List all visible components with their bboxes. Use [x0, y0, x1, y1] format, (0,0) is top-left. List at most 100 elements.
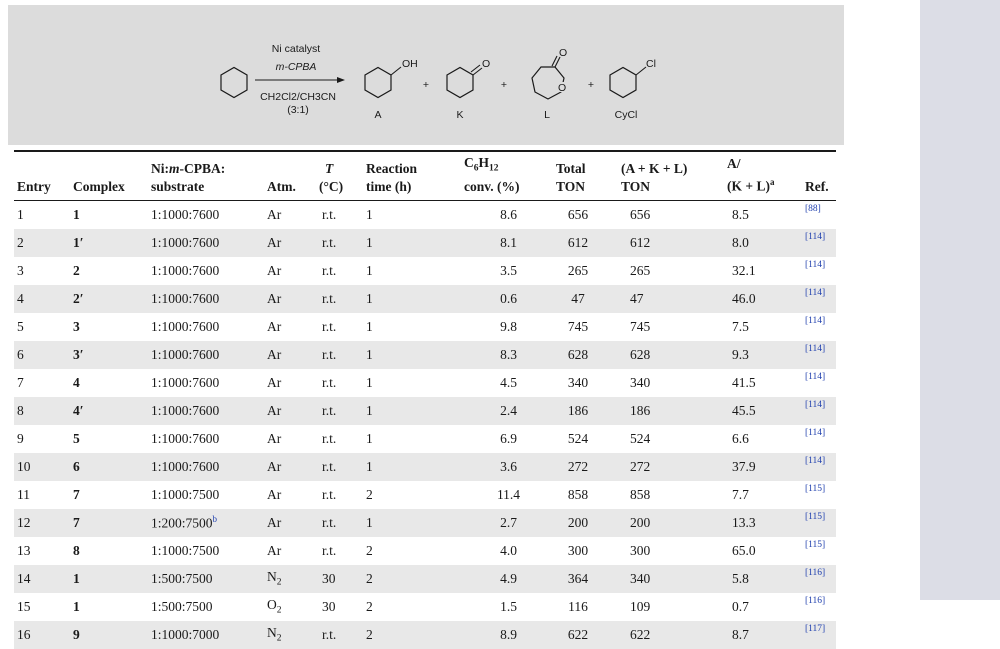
cell-atmosphere: Ar: [267, 206, 282, 222]
table-row: 2 1′ 1:1000:7600 Ar r.t. 1 8.1 612 612 8.0 [114]: [14, 228, 836, 257]
cell-ratio: 1:1000:7600: [148, 396, 264, 425]
header-atmosphere: Atm.: [267, 178, 296, 194]
cell-complex: 2′: [70, 284, 148, 313]
cell-ref[interactable]: [114]: [805, 259, 826, 270]
cyclohexanone-structure: [446, 66, 474, 99]
cell-ref[interactable]: [115]: [802, 508, 836, 537]
cell-a-kl-ratio: 7.7: [732, 486, 749, 502]
cell-entry: 9: [17, 430, 24, 446]
cell-a-kl-ratio: 32.1: [732, 262, 756, 278]
cell-conversion: 3.5: [500, 262, 517, 278]
cell-a-kl-ratio: 46.0: [724, 284, 802, 313]
cell-conversion: 3.6: [461, 452, 553, 481]
cell-ratio: 1:1000:7600: [151, 430, 220, 446]
table-row: 12 7 1:200:7500b Ar r.t. 1 2.7 200 200 13.3 [115]: [14, 508, 836, 537]
solvent-ratio: (3:1): [287, 104, 309, 116]
ketone-oxygen-label: O: [482, 58, 490, 70]
cell-a-kl-ratio: 8.0: [724, 228, 802, 257]
cell-akl-ton: 340: [630, 374, 651, 390]
cell-atmosphere: Ar: [267, 374, 282, 390]
cell-entry: 8: [14, 396, 70, 425]
cell-ref[interactable]: [117]: [802, 620, 836, 649]
cell-atmosphere: Ar: [267, 542, 282, 558]
cyclohexanol-structure: [364, 66, 392, 99]
cell-complex: 1: [70, 564, 148, 593]
cell-akl-ton: 200: [618, 508, 724, 537]
cell-ref[interactable]: [114]: [805, 371, 826, 382]
cell-ref[interactable]: [114]: [802, 452, 836, 481]
cell-reaction-time: 1: [363, 396, 461, 425]
cell-atmosphere: Ar: [267, 318, 282, 334]
cell-temperature: r.t.: [322, 486, 337, 502]
cell-conversion: 2.7: [461, 508, 553, 537]
cell-atmosphere: O2: [267, 597, 282, 617]
cell-ref[interactable]: [88]: [805, 203, 821, 214]
cell-reaction-time: 1: [363, 452, 461, 481]
cell-a-kl-ratio: 41.5: [732, 374, 756, 390]
cell-total-ton: 300: [567, 542, 589, 558]
cell-total-ton: 116: [568, 598, 588, 614]
cell-a-kl-ratio: 5.8: [724, 564, 802, 593]
cell-ratio: 1:1000:7600: [151, 206, 220, 222]
cell-akl-ton: 628: [618, 340, 724, 369]
cell-conversion: 8.6: [500, 206, 517, 222]
cell-conversion: 6.9: [500, 430, 517, 446]
cell-a-kl-ratio: 37.9: [724, 452, 802, 481]
cell-a-kl-ratio: 0.7: [732, 598, 749, 614]
cell-ref[interactable]: [116]: [805, 595, 826, 606]
cell-ref[interactable]: [115]: [805, 539, 826, 550]
cell-complex: 1′: [70, 228, 148, 257]
cell-ref[interactable]: [114]: [802, 284, 836, 313]
cell-entry: 5: [17, 318, 24, 334]
cell-akl-ton: 265: [630, 262, 651, 278]
cell-complex: 3′: [70, 340, 148, 369]
cell-temperature: 30: [322, 598, 336, 614]
header-entry: Entry: [17, 178, 51, 194]
cell-reaction-time: 2: [366, 486, 373, 502]
cell-ref[interactable]: [114]: [802, 228, 836, 257]
table-row: 3 2 1:1000:7600 Ar r.t. 1 3.5 265 265 32.1 [114]: [14, 257, 836, 285]
cell-ref[interactable]: [114]: [802, 396, 836, 425]
cell-conversion: 8.9: [461, 620, 553, 649]
cell-ratio: 1:1000:7600: [151, 262, 220, 278]
cell-complex: 7: [73, 486, 80, 502]
table-row: 6 3′ 1:1000:7600 Ar r.t. 1 8.3 628 628 9.3 [114]: [14, 340, 836, 369]
header-temperature: T (°C): [319, 160, 344, 194]
cell-complex: 1: [73, 598, 80, 614]
cell-conversion: 2.4: [461, 396, 553, 425]
cell-reaction-time: 1: [363, 508, 461, 537]
cell-akl-ton: 340: [618, 564, 724, 593]
cell-conversion: 4.9: [461, 564, 553, 593]
cell-ratio: 1:1000:7000: [148, 620, 264, 649]
cell-ref[interactable]: [114]: [805, 427, 826, 438]
cell-entry: 16: [14, 620, 70, 649]
cell-ref[interactable]: [114]: [802, 340, 836, 369]
cell-atmosphere: Ar: [264, 508, 316, 537]
solvent-label: CH2Cl2/CH3CN: [260, 91, 336, 103]
cell-complex: 9: [70, 620, 148, 649]
plus-sign: +: [501, 79, 507, 91]
cell-conversion: 8.1: [461, 228, 553, 257]
product-label-l: L: [544, 109, 550, 121]
cell-ratio: 1:1000:7600: [148, 340, 264, 369]
cell-ref[interactable]: [114]: [805, 315, 826, 326]
cell-a-kl-ratio: 8.5: [732, 206, 749, 222]
cell-ref[interactable]: [115]: [805, 483, 826, 494]
reaction-scheme: Ni catalyst m-CPBA CH2Cl2/CH3CN (3:1) OH…: [8, 5, 844, 145]
cell-atmosphere: Ar: [264, 340, 316, 369]
cell-complex: 7: [70, 508, 148, 537]
reagent-oxidant: m-CPBA: [276, 61, 317, 73]
cell-atmosphere: Ar: [264, 228, 316, 257]
cell-complex: 4: [73, 374, 80, 390]
table-row: 7 4 1:1000:7600 Ar r.t. 1 4.5 340 340 41.5 [114]: [14, 369, 836, 397]
cell-ref[interactable]: [116]: [802, 564, 836, 593]
cell-total-ton: 272: [553, 452, 618, 481]
cell-entry: 2: [14, 228, 70, 257]
table-row: 1 1 1:1000:7600 Ar r.t. 1 8.6 656 656 8.5 [88]: [14, 200, 836, 229]
plus-sign: +: [588, 79, 594, 91]
product-label-a: A: [374, 109, 381, 121]
cell-total-ton: 47: [553, 284, 618, 313]
caprolactone-structure: [531, 66, 565, 100]
cell-temperature: r.t.: [322, 542, 337, 558]
table-row: 15 1 1:500:7500 O2 30 2 1.5 116 109 0.7 [116]: [14, 593, 836, 621]
